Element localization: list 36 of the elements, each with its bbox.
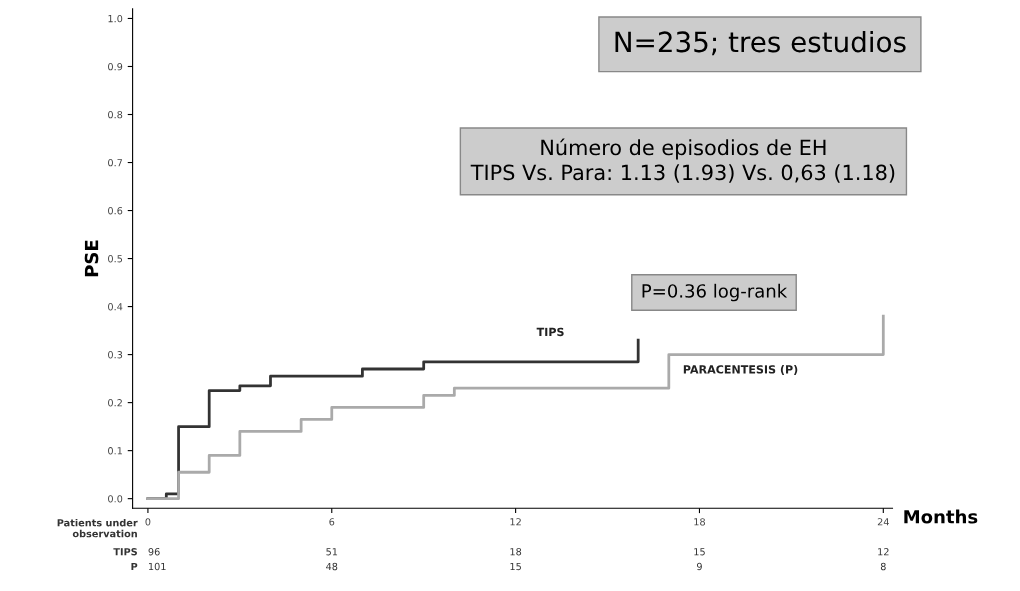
text: TIPS xyxy=(113,548,137,556)
x-tick-label: 12 xyxy=(510,518,521,526)
text: 96 xyxy=(148,548,160,556)
y-tick-label: 0.7 xyxy=(108,159,123,167)
annotation: N=235; tres estudios xyxy=(615,30,906,56)
text: 18 xyxy=(510,548,522,556)
y-tick-label: 0.8 xyxy=(108,110,123,119)
y-tick-label: 0.4 xyxy=(108,303,123,311)
text: 48 xyxy=(326,562,338,571)
y-tick-label: 0.5 xyxy=(108,255,123,263)
text: 8 xyxy=(880,562,886,571)
x-tick-label: 0 xyxy=(145,518,151,526)
annotation: P=0.36 log-rank xyxy=(642,283,788,302)
text: 15 xyxy=(510,562,521,571)
x-tick-label: 18 xyxy=(694,518,705,526)
x-axis-title: Months xyxy=(904,509,978,524)
y-tick-label: 1.0 xyxy=(108,14,123,23)
y-tick-label: 0.9 xyxy=(108,62,123,71)
y-tick-label: 0.1 xyxy=(108,447,122,455)
y-tick-label: 0.2 xyxy=(108,399,122,407)
text: TIPS xyxy=(536,327,564,337)
y-tick-label: 0.3 xyxy=(108,351,123,359)
y-tick-label: 0.0 xyxy=(108,495,123,503)
text: 9 xyxy=(696,562,702,571)
text: 12 xyxy=(878,548,889,556)
text: 15 xyxy=(694,548,705,556)
text: P xyxy=(131,562,138,571)
text: 101 xyxy=(148,562,166,571)
y-tick-label: 0.6 xyxy=(108,207,123,215)
series-label: PARACENTESIS (P) xyxy=(683,364,798,375)
text: 51 xyxy=(326,548,338,556)
y-axis-title: PSE xyxy=(84,240,99,277)
annotation: Número de episodios de EH TIPS Vs. Para: 1.13 (1.93) Vs. 0,63 (1.18) xyxy=(470,138,895,183)
x-tick-label: 6 xyxy=(329,518,335,526)
text: Patients under observation xyxy=(57,518,138,538)
x-tick-label: 24 xyxy=(877,518,889,526)
